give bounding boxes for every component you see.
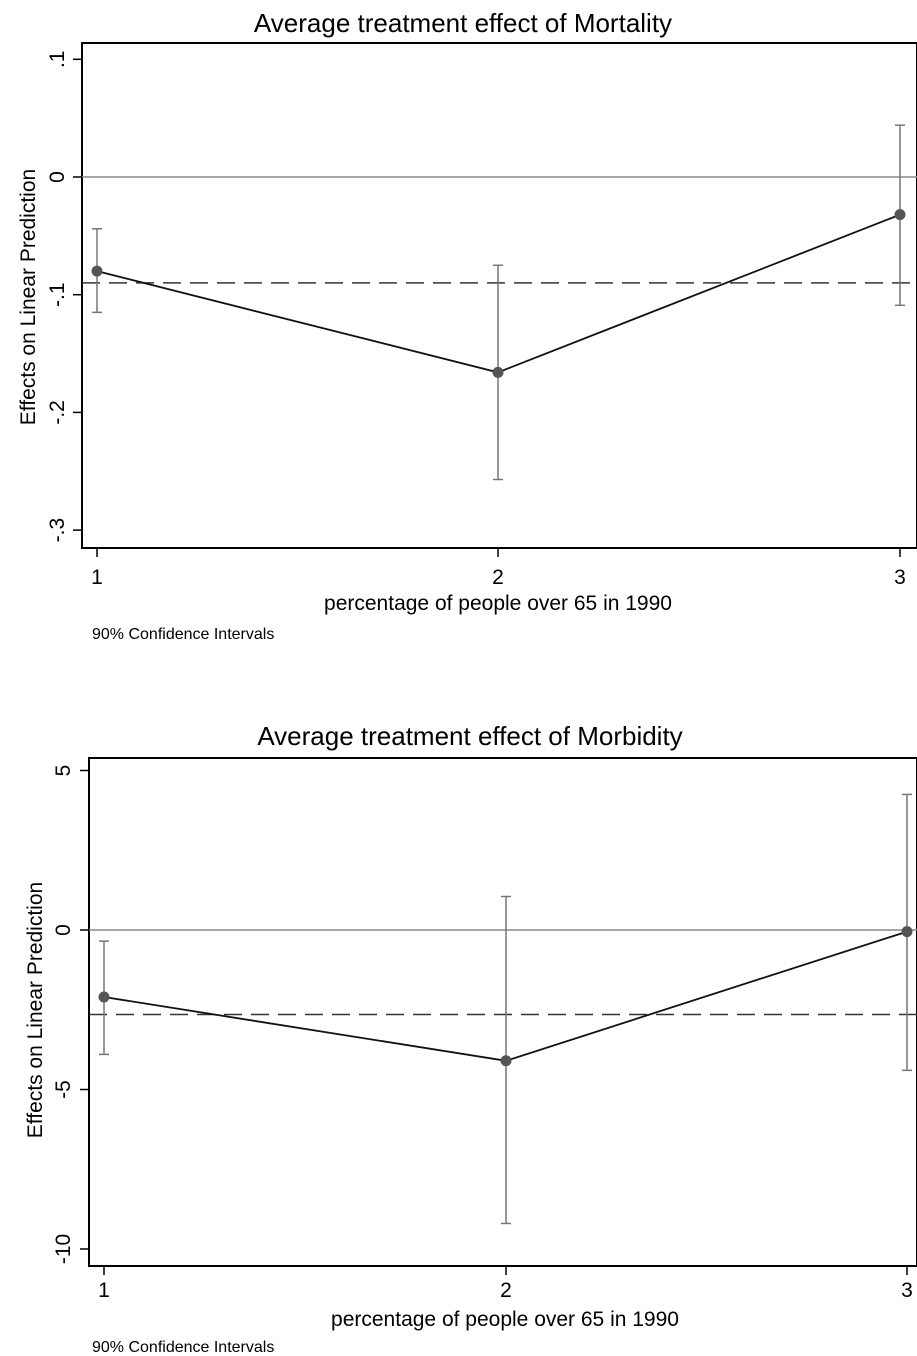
x-axis-title: percentage of people over 65 in 1990 (324, 592, 672, 615)
data-point (98, 991, 110, 1003)
y-tick-label: -.2 (46, 400, 69, 425)
data-point (492, 366, 504, 378)
x-tick-label: 2 (492, 566, 504, 589)
mortality-reference-lines (82, 176, 917, 284)
y-axis-title: Effects on Linear Prediction (17, 169, 40, 425)
morbidity-points (98, 926, 913, 1067)
y-tick-label: -.1 (46, 282, 69, 307)
panel-morbidity: Average treatment effect of Morbidity -1… (24, 721, 917, 1356)
mortality-ci-bars (92, 124, 905, 481)
ci-note: 90% Confidence Intervals (92, 626, 274, 643)
data-point (901, 926, 913, 938)
data-point (894, 209, 906, 221)
morbidity-ci-bars (99, 793, 912, 1225)
y-tick-label: -.3 (46, 518, 69, 543)
mortality-x-ticks: 1 2 3 (91, 548, 906, 589)
chart-title: Average treatment effect of Mortality (254, 8, 672, 38)
x-tick-label: 3 (901, 1279, 913, 1302)
x-tick-label: 2 (500, 1279, 512, 1302)
morbidity-y-ticks: -10 -5 0 5 (52, 765, 89, 1264)
x-axis-title: percentage of people over 65 in 1990 (331, 1308, 679, 1331)
data-point (91, 265, 103, 277)
y-tick-label: 5 (52, 765, 75, 777)
morbidity-reference-lines (89, 929, 917, 1016)
morbidity-x-ticks: 1 2 3 (98, 1266, 913, 1302)
data-point (500, 1055, 512, 1067)
x-tick-label: 1 (91, 566, 103, 589)
mortality-y-ticks: -.3 -.2 -.1 0 .1 (46, 51, 82, 543)
y-tick-label: -5 (52, 1080, 75, 1099)
mortality-points (91, 209, 906, 378)
y-tick-label: -10 (52, 1234, 75, 1264)
plot-frame (88, 757, 917, 1267)
y-tick-label: .1 (46, 51, 69, 69)
panel-mortality: Average treatment effect of Mortality -.… (17, 8, 917, 643)
y-axis-title: Effects on Linear Prediction (24, 882, 47, 1138)
ci-note: 90% Confidence Intervals (92, 1339, 274, 1356)
x-tick-label: 1 (98, 1279, 110, 1302)
y-tick-label: 0 (46, 171, 69, 183)
chart-title: Average treatment effect of Morbidity (257, 721, 682, 751)
plot-frame (81, 42, 917, 549)
x-tick-label: 3 (894, 566, 906, 589)
y-tick-label: 0 (52, 924, 75, 936)
